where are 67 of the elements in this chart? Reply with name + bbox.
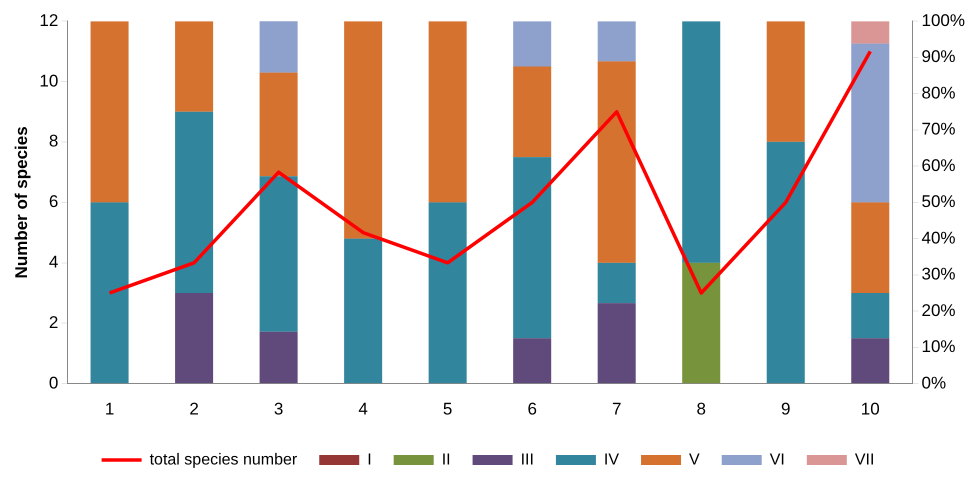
y-tick-label: 12 bbox=[39, 10, 58, 30]
x-tick-label: 7 bbox=[612, 399, 622, 418]
y2-tick-label: 100% bbox=[922, 10, 966, 30]
x-tick-label: 2 bbox=[189, 399, 199, 418]
y-tick-label: 2 bbox=[48, 312, 58, 332]
legend-label: VI bbox=[770, 451, 785, 468]
bar bbox=[428, 21, 467, 202]
bar bbox=[766, 21, 805, 142]
bar bbox=[513, 21, 552, 66]
x-tick-label: 1 bbox=[104, 399, 114, 418]
y2-tick-label: 60% bbox=[922, 156, 956, 175]
bar bbox=[851, 21, 890, 44]
y-axis-title: Number of species bbox=[12, 126, 31, 278]
x-tick-label: 3 bbox=[274, 399, 284, 418]
bar bbox=[428, 202, 467, 384]
x-tick-label: 8 bbox=[696, 399, 706, 418]
bar bbox=[851, 44, 890, 202]
bar bbox=[513, 338, 552, 384]
bar bbox=[598, 61, 636, 263]
bar bbox=[513, 66, 552, 158]
y2-tick-label: 50% bbox=[922, 192, 956, 212]
bar bbox=[851, 338, 890, 384]
y2-tick-label: 70% bbox=[922, 120, 956, 139]
bar bbox=[90, 21, 129, 202]
bar bbox=[260, 21, 298, 73]
bar bbox=[851, 202, 890, 293]
bar bbox=[175, 21, 214, 112]
bar bbox=[766, 142, 805, 384]
legend-label: II bbox=[442, 451, 451, 468]
legend-label: III bbox=[520, 451, 534, 468]
x-tick-label: 5 bbox=[442, 399, 452, 418]
y-tick-label: 4 bbox=[48, 252, 58, 272]
legend-label: V bbox=[689, 451, 700, 468]
bar bbox=[682, 21, 720, 263]
bar bbox=[90, 202, 129, 384]
legend-label: total species number bbox=[150, 451, 298, 468]
bar bbox=[598, 21, 636, 62]
bar bbox=[598, 262, 636, 304]
y2-tick-label: 30% bbox=[922, 264, 956, 284]
y-tick-label: 6 bbox=[48, 192, 58, 212]
bar bbox=[260, 176, 298, 332]
bar bbox=[260, 332, 298, 384]
bar bbox=[260, 72, 298, 176]
x-tick-label: 6 bbox=[527, 399, 537, 418]
bar bbox=[344, 21, 382, 239]
y2-tick-label: 20% bbox=[922, 300, 956, 320]
legend-label: VII bbox=[854, 451, 874, 468]
bar bbox=[851, 293, 890, 338]
bar bbox=[682, 262, 720, 384]
bar bbox=[175, 293, 214, 384]
x-tick-label: 4 bbox=[358, 399, 368, 418]
bar bbox=[513, 157, 552, 338]
y2-tick-label: 40% bbox=[922, 228, 956, 248]
x-tick-label: 10 bbox=[860, 399, 880, 418]
y2-tick-label: 0% bbox=[922, 373, 946, 392]
x-tick-label: 9 bbox=[781, 399, 790, 418]
y-tick-label: 0 bbox=[48, 373, 58, 392]
y2-tick-label: 10% bbox=[922, 337, 956, 356]
bar bbox=[344, 238, 382, 384]
y2-tick-label: 90% bbox=[922, 47, 956, 66]
bar bbox=[175, 112, 214, 293]
bar bbox=[598, 303, 636, 384]
legend-label: IV bbox=[604, 451, 620, 468]
y-tick-label: 10 bbox=[39, 71, 58, 90]
y2-tick-label: 80% bbox=[922, 83, 956, 102]
legend-label: I bbox=[367, 451, 372, 468]
y-tick-label: 8 bbox=[48, 132, 58, 151]
